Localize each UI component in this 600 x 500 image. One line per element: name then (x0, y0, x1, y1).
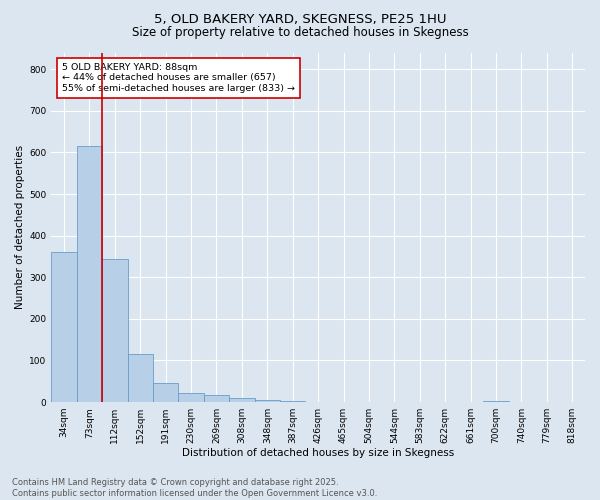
Text: Size of property relative to detached houses in Skegness: Size of property relative to detached ho… (131, 26, 469, 39)
Bar (178, 393, 204, 402)
Bar (51, 252, 77, 402)
X-axis label: Distribution of detached houses by size in Skegness: Distribution of detached houses by size … (182, 448, 454, 458)
Bar (204, 394, 229, 402)
Bar (153, 384, 178, 402)
Text: 5 OLD BAKERY YARD: 88sqm
← 44% of detached houses are smaller (657)
55% of semi-: 5 OLD BAKERY YARD: 88sqm ← 44% of detach… (62, 63, 295, 93)
Bar (128, 354, 153, 402)
Text: Contains HM Land Registry data © Crown copyright and database right 2025.
Contai: Contains HM Land Registry data © Crown c… (12, 478, 377, 498)
Y-axis label: Number of detached properties: Number of detached properties (15, 145, 25, 310)
Text: 5, OLD BAKERY YARD, SKEGNESS, PE25 1HU: 5, OLD BAKERY YARD, SKEGNESS, PE25 1HU (154, 12, 446, 26)
Bar (229, 398, 254, 402)
Bar (102, 258, 128, 402)
Bar (254, 400, 280, 402)
Bar (77, 146, 102, 402)
